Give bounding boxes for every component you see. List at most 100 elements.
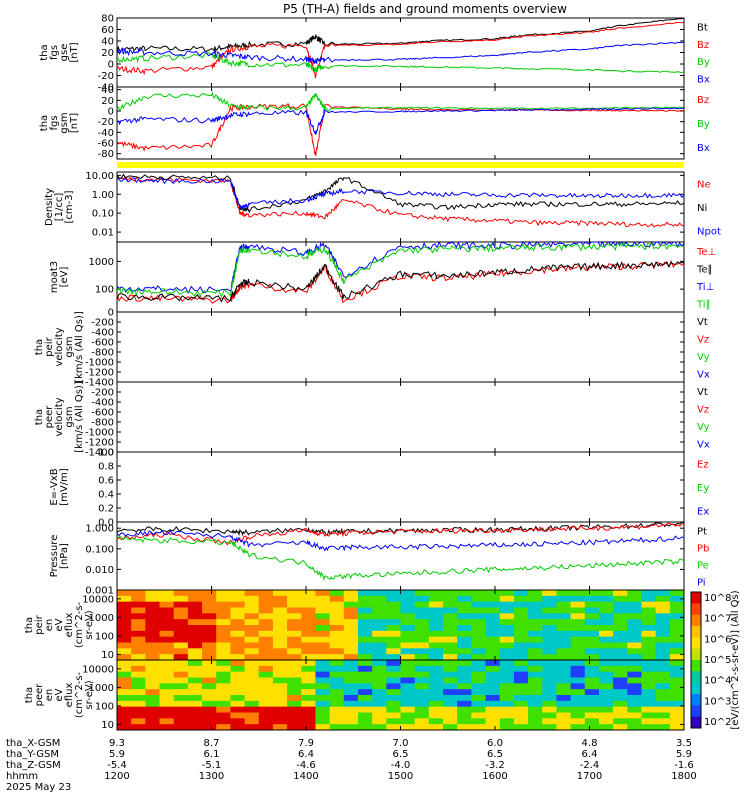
y-tick-label: 0.001 (85, 586, 114, 597)
colorbar-segment (691, 592, 701, 604)
heatmap-cell (117, 636, 132, 643)
heatmap-cell (513, 671, 529, 678)
heatmap-cell (471, 625, 487, 632)
heatmap-cell (414, 695, 430, 702)
panel-frame (116, 451, 685, 523)
heatmap-cell (343, 689, 359, 696)
heatmap-cell (386, 654, 401, 661)
heatmap-cell (528, 601, 543, 608)
heatmap-cell (400, 706, 416, 713)
legend-entry: Bz (697, 95, 709, 106)
heatmap-cell (627, 718, 642, 725)
x-axis-row-value: 6.5 (393, 749, 409, 760)
heatmap-cell (598, 695, 614, 702)
heatmap-cell (655, 654, 671, 661)
heatmap-cell (159, 613, 175, 620)
heatmap-cell (386, 636, 401, 643)
heatmap-cell (542, 601, 557, 608)
heatmap-cell (372, 607, 387, 614)
heatmap-cell (400, 630, 416, 638)
heatmap-cell (428, 671, 444, 678)
heatmap-cell (584, 654, 600, 661)
heatmap-cell (372, 613, 387, 620)
heatmap-cell (457, 625, 472, 632)
y-tick-label: 0.10 (92, 209, 114, 220)
heatmap-cell (202, 630, 217, 638)
heatmap-cell (187, 665, 203, 673)
heatmap-cell (443, 654, 458, 661)
heatmap-cell (315, 677, 331, 684)
heatmap-cell (329, 689, 345, 696)
y-axis-label: sr-eV) (84, 680, 95, 709)
heatmap-cell (329, 724, 345, 731)
heatmap-cell (329, 695, 345, 702)
heatmap-cell (641, 607, 657, 614)
heatmap-cell (173, 665, 189, 673)
heatmap-cell (669, 607, 685, 614)
heatmap-cell (117, 590, 132, 597)
heatmap-cell (386, 607, 401, 614)
y-axis-label: sr-eV) (84, 610, 95, 639)
heatmap-cell (528, 695, 543, 702)
heatmap-cell (244, 590, 260, 597)
heatmap-cell (357, 718, 373, 725)
heatmap-cell (443, 706, 458, 713)
heatmap-cell (173, 706, 189, 713)
heatmap-cell (471, 677, 487, 684)
heatmap-cell (386, 695, 401, 702)
heatmap-cell (513, 689, 529, 696)
y-tick-label: 0.2 (98, 504, 114, 515)
legend-entry: Ey (697, 483, 709, 494)
heatmap-cell (457, 648, 472, 655)
heatmap-cell (159, 665, 175, 673)
heatmap-cell (202, 671, 217, 678)
heatmap-cell (570, 595, 586, 603)
y-tick-label: 10000 (82, 594, 114, 605)
colorbar-segment (691, 626, 701, 638)
heatmap-cell (528, 595, 543, 603)
heatmap-cell (343, 671, 359, 678)
heatmap-cell (272, 724, 288, 731)
heatmap-cell (641, 712, 657, 719)
y-axis-label: fgs (49, 45, 60, 60)
heatmap-cell (443, 665, 458, 673)
heatmap-cell (258, 654, 274, 661)
heatmap-cell (386, 712, 401, 719)
heatmap-cell (272, 636, 288, 643)
heatmap-cell (372, 689, 387, 696)
heatmap-cell (414, 607, 430, 614)
series-line-Bx (116, 107, 685, 136)
heatmap-cell (443, 718, 458, 725)
heatmap-cell (471, 660, 487, 667)
heatmap-cell (159, 595, 175, 603)
heatmap-cell (230, 625, 246, 632)
heatmap-cell (584, 642, 600, 649)
heatmap-cell (655, 724, 671, 731)
heatmap-cell (499, 590, 515, 597)
heatmap-cell (357, 607, 373, 614)
heatmap-cell (343, 706, 359, 713)
colorbar-tick-label: 10^7 (704, 614, 731, 625)
heatmap-cell (627, 683, 642, 690)
heatmap-cell (357, 619, 373, 626)
heatmap-cell (343, 665, 359, 673)
heatmap-cell (357, 677, 373, 684)
heatmap-cell (357, 695, 373, 702)
x-axis-row-value: 7.9 (298, 738, 314, 749)
heatmap-cell (159, 660, 175, 667)
heatmap-cell (145, 590, 161, 597)
heatmap-cell (428, 654, 444, 661)
heatmap-cell (598, 660, 614, 667)
heatmap-cell (400, 724, 416, 731)
heatmap-cell (528, 712, 543, 719)
heatmap-cell (513, 613, 529, 620)
heatmap-cell (372, 642, 387, 649)
heatmap-cell (202, 660, 217, 667)
heatmap-cell (216, 689, 231, 696)
heatmap-cell (627, 595, 642, 603)
heatmap-cell (159, 671, 175, 678)
heatmap-cell (627, 636, 642, 643)
x-axis-row-label: tha_Z-GSM (6, 760, 61, 771)
status-bar (117, 162, 684, 168)
heatmap-cell (159, 689, 175, 696)
